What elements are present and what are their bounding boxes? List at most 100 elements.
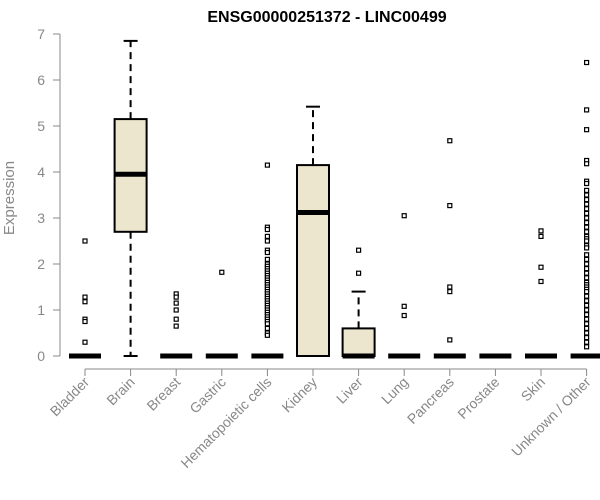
outlier-point [356, 247, 362, 253]
outlier-point [264, 325, 270, 331]
outlier-point [447, 138, 453, 144]
box-hematopoietic-cells [251, 162, 284, 359]
box-bladder [69, 238, 101, 359]
outlier-point [264, 226, 270, 233]
outlier-point [82, 339, 88, 345]
outlier-point [583, 344, 590, 350]
outlier-point [583, 252, 590, 258]
box-pancreas [433, 138, 466, 359]
outlier-point [173, 300, 179, 306]
outlier-point [583, 245, 590, 251]
outlier-point [583, 316, 590, 322]
outlier-point [264, 321, 270, 327]
outlier-point [538, 264, 544, 270]
outlier-point [583, 307, 590, 313]
outlier-point [583, 59, 590, 66]
outlier-point [82, 238, 88, 244]
box-brain [113, 39, 148, 357]
outlier-point [583, 256, 590, 262]
outlier-point [538, 278, 544, 285]
outlier-point [583, 238, 590, 244]
outlier-point [583, 201, 590, 207]
outlier-point [401, 213, 407, 219]
outlier-point [583, 187, 590, 193]
outlier-point [173, 307, 179, 313]
outlier-point [583, 229, 590, 235]
y-tick-label: 7 [37, 26, 45, 42]
box-body [296, 164, 330, 357]
outlier-point [538, 228, 544, 234]
outlier-point [447, 284, 453, 290]
outlier-point [583, 161, 590, 167]
y-axis-label: Expression [1, 161, 18, 235]
outlier-point [583, 266, 590, 272]
chart-title: ENSG00000251372 - LINC00499 [207, 9, 446, 26]
outlier-point [401, 303, 407, 309]
outlier-point [583, 293, 590, 299]
outlier-point [583, 224, 590, 230]
outlier-point [583, 335, 590, 341]
outlier-point [583, 210, 590, 216]
y-tick-label: 4 [37, 164, 45, 180]
box-unknown-other [570, 59, 600, 359]
box-lung [388, 213, 421, 359]
outlier-point [538, 233, 544, 239]
boxes-group [69, 39, 600, 359]
outlier-point [264, 162, 270, 168]
outlier-point [356, 270, 362, 276]
outlier-point [447, 337, 453, 343]
outlier-point [583, 330, 590, 336]
outlier-point [583, 197, 590, 203]
outlier-point [583, 220, 590, 226]
outlier-point [264, 256, 270, 262]
outlier-point [173, 316, 179, 322]
outlier-point [401, 312, 407, 319]
x-tick-label: Brain [103, 374, 137, 408]
x-tick-label: Gastric [186, 374, 229, 417]
y-axis: 0 1 2 3 4 5 6 7 [37, 26, 61, 364]
outlier-point [264, 332, 270, 338]
outlier-point [173, 323, 179, 329]
outlier-point [264, 233, 270, 239]
x-tick-label: Kidney [279, 374, 321, 416]
outlier-point [583, 206, 590, 212]
outlier-point [583, 180, 590, 187]
x-tick-label: Lung [378, 374, 411, 407]
outlier-point [264, 249, 270, 256]
outlier-point [447, 289, 453, 295]
outlier-point [583, 302, 590, 308]
outlier-point [583, 312, 590, 318]
outlier-point [583, 275, 590, 281]
outlier-point [583, 289, 590, 295]
box-gastric [205, 269, 238, 359]
outlier-point [583, 270, 590, 276]
box-kidney [296, 105, 330, 357]
box-breast [160, 291, 193, 359]
box-skin [525, 228, 557, 359]
outlier-point [583, 298, 590, 304]
outlier-point [82, 299, 88, 305]
box-liver [341, 247, 376, 359]
x-tick-label: Skin [518, 374, 549, 405]
outlier-point [82, 318, 88, 325]
outlier-point [583, 339, 590, 345]
x-tick-label: Prostate [454, 374, 502, 422]
x-tick-label: Hematopoietic cells [177, 374, 274, 471]
outlier-point [173, 294, 179, 300]
box-body [341, 327, 376, 357]
outlier-point [583, 321, 590, 327]
x-tick-label: Liver [333, 374, 366, 407]
y-tick-label: 0 [37, 348, 45, 364]
y-tick-label: 5 [37, 118, 45, 134]
outlier-point [264, 238, 270, 244]
y-tick-label: 1 [37, 302, 45, 318]
outlier-point [82, 294, 88, 300]
outlier-point [583, 192, 590, 198]
outlier-point [219, 269, 225, 275]
y-tick-label: 2 [37, 256, 45, 272]
outlier-point [447, 202, 453, 209]
x-tick-label: Unknown / Other [508, 374, 594, 460]
y-tick-label: 6 [37, 72, 45, 88]
outlier-point [583, 107, 590, 113]
